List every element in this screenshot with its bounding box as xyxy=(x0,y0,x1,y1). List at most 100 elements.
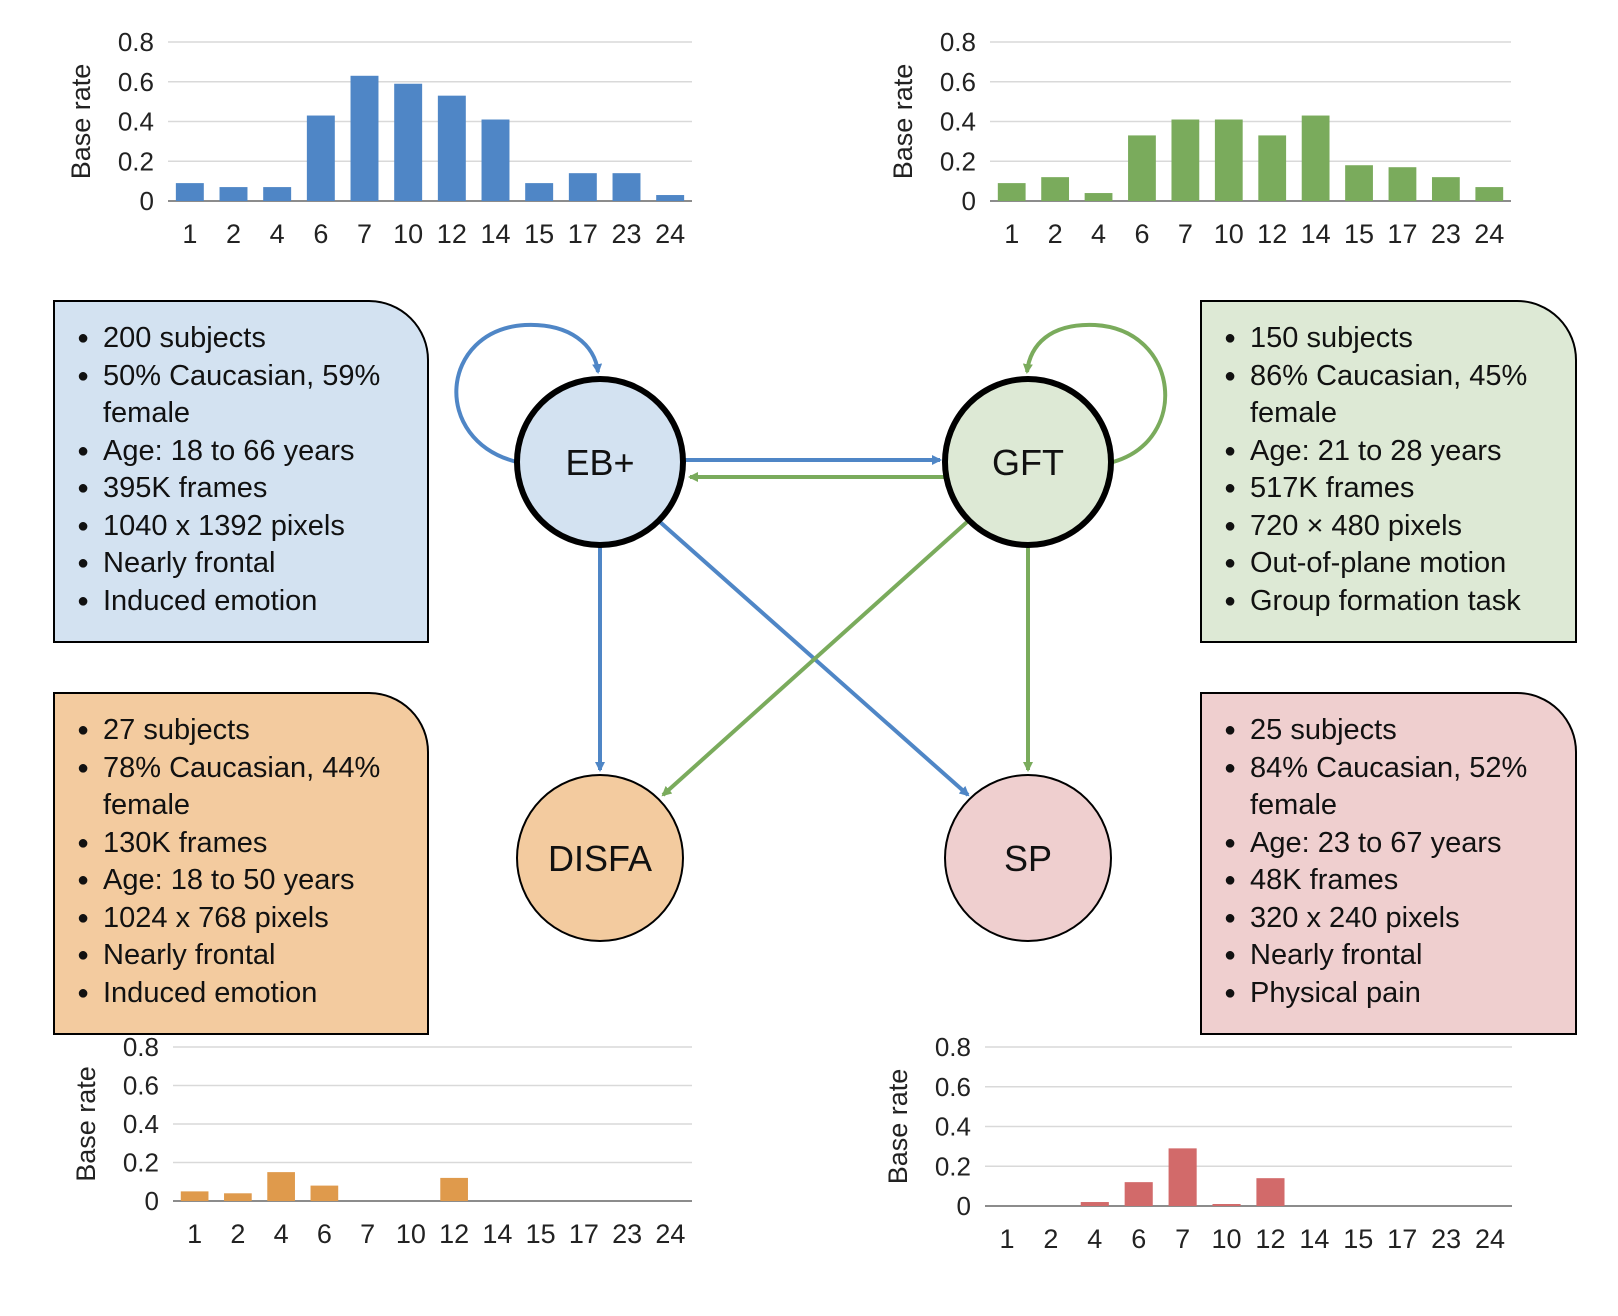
sp-bar xyxy=(1080,1202,1109,1206)
eb-x-tick-label: 24 xyxy=(655,219,685,249)
gft-self-loop-edge xyxy=(1022,322,1168,464)
sp-bar xyxy=(1124,1182,1153,1206)
gft-x-tick-label: 17 xyxy=(1387,219,1417,249)
eb-info-item: Nearly frontal xyxy=(77,545,411,583)
sp-bar xyxy=(1212,1204,1241,1206)
sp-y-tick-label: 0.6 xyxy=(935,1072,971,1102)
sp-x-tick-label: 4 xyxy=(1087,1224,1102,1254)
gft-bar xyxy=(1475,187,1504,201)
node-eb-circle xyxy=(514,376,686,548)
sp-x-tick-label: 2 xyxy=(1043,1224,1058,1254)
eb-info-list: 200 subjects50% Caucasian, 59% femaleAge… xyxy=(77,320,411,620)
gft-info-box: 150 subjects86% Caucasian, 45% femaleAge… xyxy=(1200,300,1577,643)
eb-y-tick-label: 0.4 xyxy=(118,107,154,137)
disfa-info-item: 27 subjects xyxy=(77,712,411,750)
gft-bar xyxy=(1214,119,1243,201)
eb-x-tick-label: 6 xyxy=(313,219,328,249)
node-disfa-label: DISFA xyxy=(548,838,652,879)
disfa-bar xyxy=(310,1185,339,1201)
eb-y-axis-label: Base rate xyxy=(66,64,96,180)
sp-x-tick-label: 12 xyxy=(1255,1224,1285,1254)
eb-bar xyxy=(306,115,335,201)
eb-y-tick-label: 0.2 xyxy=(118,146,154,176)
sp-x-tick-label: 7 xyxy=(1175,1224,1190,1254)
node-sp-circle xyxy=(944,774,1112,942)
disfa-x-tick-label: 17 xyxy=(569,1219,599,1249)
gft-info-list: 150 subjects86% Caucasian, 45% femaleAge… xyxy=(1224,320,1559,620)
sp-x-tick-label: 10 xyxy=(1212,1224,1242,1254)
eb-bar xyxy=(481,119,510,201)
disfa-info-item: 130K frames xyxy=(77,825,411,863)
gft-x-tick-label: 4 xyxy=(1091,219,1106,249)
eb-x-tick-label: 10 xyxy=(393,219,423,249)
disfa-x-tick-label: 24 xyxy=(655,1219,685,1249)
sp-info-item: Physical pain xyxy=(1224,975,1559,1013)
node-gft: GFT xyxy=(942,376,1114,548)
disfa-y-tick-label: 0 xyxy=(145,1186,159,1216)
disfa-x-tick-label: 14 xyxy=(482,1219,512,1249)
sp-x-tick-label: 6 xyxy=(1131,1224,1146,1254)
disfa-x-tick-label: 4 xyxy=(274,1219,289,1249)
gft-bar xyxy=(1388,167,1417,201)
gft-x-tick-label: 2 xyxy=(1048,219,1063,249)
eb-bar xyxy=(175,183,204,201)
eb-x-tick-label: 14 xyxy=(480,219,510,249)
disfa-x-tick-label: 1 xyxy=(187,1219,202,1249)
sp-y-tick-label: 0.8 xyxy=(935,1032,971,1062)
node-eb: EB+ xyxy=(514,376,686,548)
disfa-info-box: 27 subjects78% Caucasian, 44% female130K… xyxy=(53,692,429,1035)
disfa-x-tick-label: 10 xyxy=(396,1219,426,1249)
eb-x-tick-label: 7 xyxy=(357,219,372,249)
gft-bar xyxy=(1431,177,1460,201)
eb-info-item: 1040 x 1392 pixels xyxy=(77,508,411,546)
eb-bar xyxy=(263,187,292,201)
sp-x-tick-label: 14 xyxy=(1299,1224,1329,1254)
disfa-y-tick-label: 0.2 xyxy=(123,1148,159,1178)
gft-x-tick-label: 6 xyxy=(1134,219,1149,249)
disfa-x-tick-label: 15 xyxy=(526,1219,556,1249)
eb-info-item: 50% Caucasian, 59% female xyxy=(77,358,411,433)
node-sp: SP xyxy=(944,774,1112,942)
eb-bar xyxy=(525,183,554,201)
eb-x-tick-label: 15 xyxy=(524,219,554,249)
sp-info-list: 25 subjects84% Caucasian, 52% femaleAge:… xyxy=(1224,712,1559,1012)
sp-y-axis-label: Base rate xyxy=(883,1069,913,1185)
disfa-x-tick-label: 6 xyxy=(317,1219,332,1249)
disfa-x-tick-label: 12 xyxy=(439,1219,469,1249)
node-disfa-circle xyxy=(516,774,684,942)
eb-info-item: 395K frames xyxy=(77,470,411,508)
eb-info-item: Induced emotion xyxy=(77,583,411,621)
disfa-info-item: Nearly frontal xyxy=(77,937,411,975)
eb-y-tick-label: 0.6 xyxy=(118,67,154,97)
sp-y-tick-label: 0 xyxy=(957,1191,971,1221)
gft-x-tick-label: 1 xyxy=(1004,219,1019,249)
eb-bar xyxy=(612,173,641,201)
sp-info-item: 48K frames xyxy=(1224,862,1559,900)
eb-x-tick-label: 4 xyxy=(270,219,285,249)
gft-x-tick-label: 10 xyxy=(1214,219,1244,249)
sp-x-tick-label: 15 xyxy=(1343,1224,1373,1254)
sp-x-tick-label: 23 xyxy=(1431,1224,1461,1254)
eb-x-tick-label: 1 xyxy=(182,219,197,249)
disfa-y-tick-label: 0.4 xyxy=(123,1109,159,1139)
gft-bar xyxy=(1258,135,1287,201)
eb-y-tick-label: 0.8 xyxy=(118,27,154,57)
disfa-bar xyxy=(267,1172,295,1201)
gft-info-item: Out-of-plane motion xyxy=(1224,545,1559,583)
node-eb-label: EB+ xyxy=(565,442,634,483)
gft-info-item: 86% Caucasian, 45% female xyxy=(1224,358,1559,433)
node-gft-label: GFT xyxy=(992,442,1064,483)
sp-y-tick-label: 0.4 xyxy=(935,1112,971,1142)
gft-to-disfa-edge xyxy=(661,520,969,797)
gft-bar xyxy=(1301,115,1330,201)
disfa-info-item: 1024 x 768 pixels xyxy=(77,900,411,938)
gft-bar xyxy=(997,183,1026,201)
node-disfa: DISFA xyxy=(516,774,684,942)
disfa-y-tick-label: 0.8 xyxy=(123,1032,159,1062)
gft-bar xyxy=(1084,193,1113,201)
disfa-bar xyxy=(180,1191,209,1201)
